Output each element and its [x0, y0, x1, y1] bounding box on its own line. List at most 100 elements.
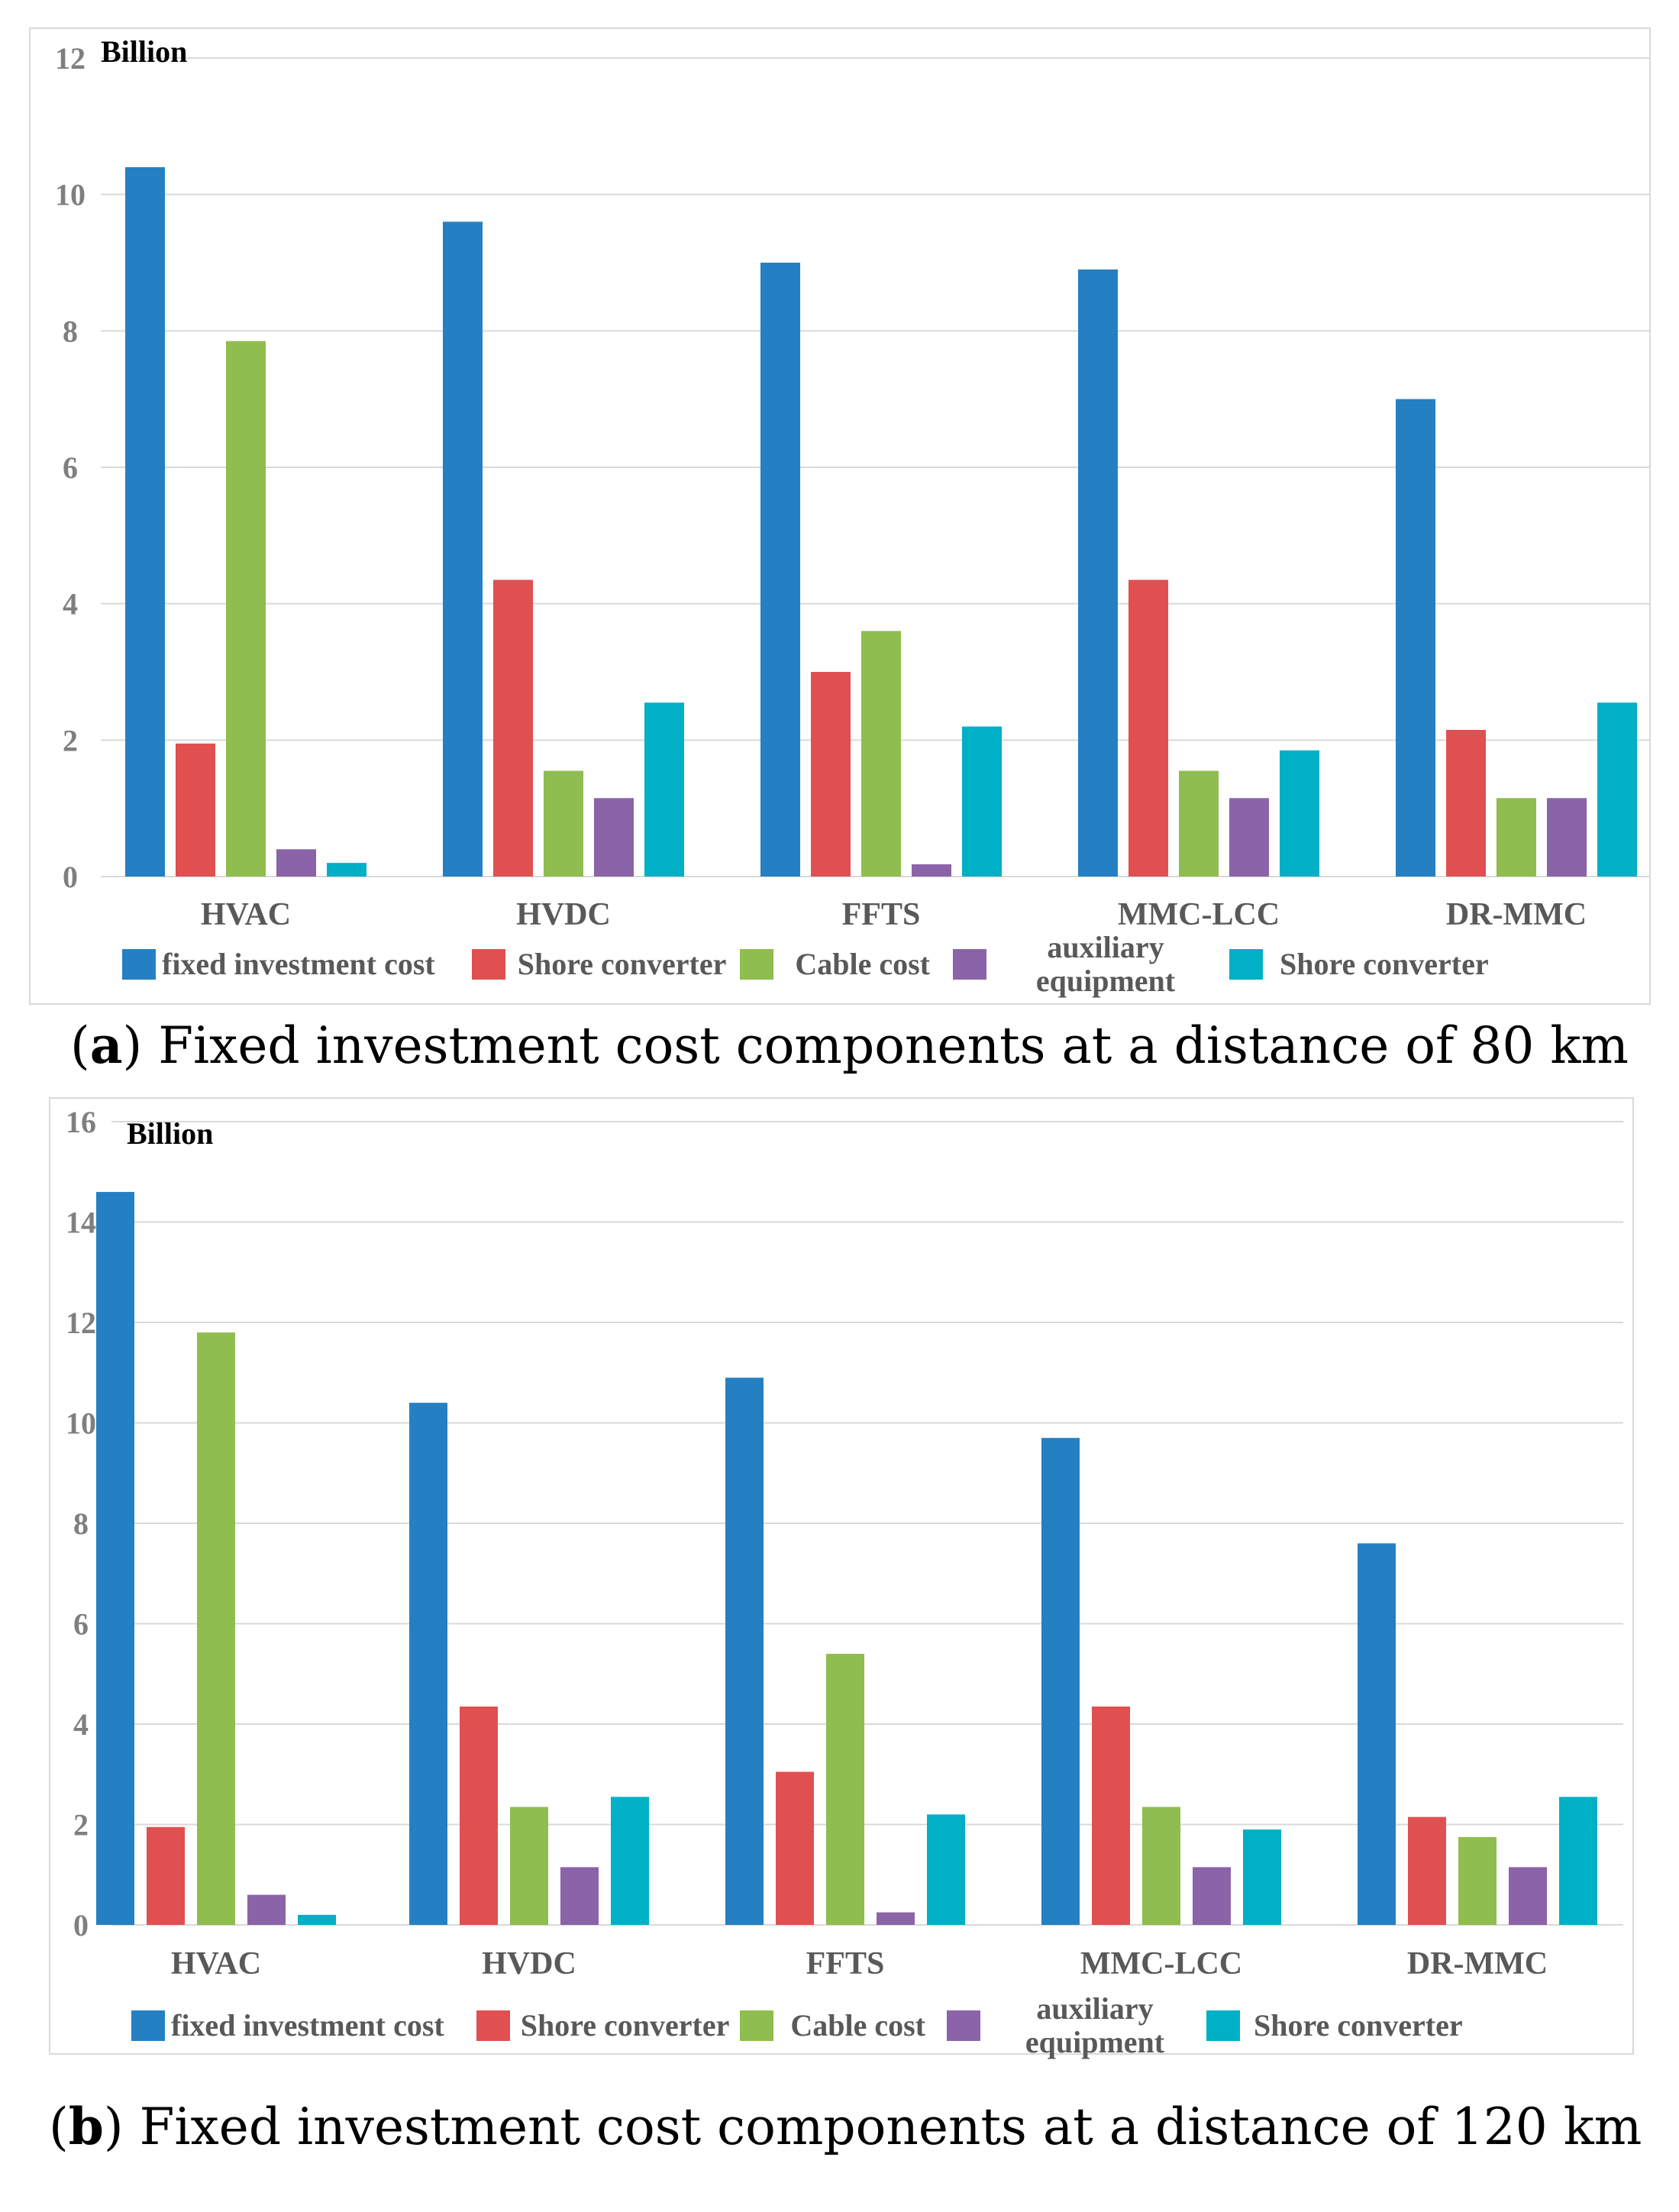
- bar-hvac-series-2: [147, 1826, 185, 1925]
- y-tick-label: 16: [66, 1105, 96, 1139]
- legend-label: Shore converter: [1253, 2008, 1463, 2042]
- bar-hvdc-series-4: [560, 1867, 599, 1925]
- bar-mmc-lcc-series-3: [1142, 1807, 1180, 1925]
- bar-mmc-lcc-series-3: [1179, 770, 1219, 877]
- legend-swatch: [471, 949, 505, 980]
- bar-dr-mmc-series-2: [1408, 1816, 1446, 1925]
- legend-item-auxiliary-equipment: auxiliary equipment: [952, 930, 1190, 998]
- legend-swatch: [1206, 2010, 1240, 2041]
- bar-dr-mmc-series-3: [1497, 798, 1536, 877]
- bar-hvdc-series-1: [443, 221, 483, 877]
- legend-label: auxiliary equipment: [1035, 930, 1176, 998]
- legend-label: fixed investment cost: [162, 947, 435, 981]
- legend-label: Cable cost: [790, 2008, 925, 2042]
- y-tick-label: 6: [63, 450, 78, 485]
- legend-item-shore-converter-2: Shore converter: [1206, 2009, 1463, 2042]
- y-tick-label: 10: [66, 1406, 96, 1441]
- legend-swatch: [952, 949, 986, 980]
- legend-item-cable-cost: Cable cost: [740, 2009, 925, 2042]
- bar-ffts-series-3: [861, 631, 901, 877]
- bar-mmc-lcc-series-1: [1041, 1438, 1080, 1925]
- legend-label: Cable cost: [795, 947, 930, 981]
- chart-b-plot: 0 2 4 6 8 10 12 14 16 HVAC HVDC FFTS MMC-LCC DR-MMC: [66, 1105, 1623, 1981]
- bar-hvac-series-4: [276, 849, 316, 877]
- caption-b-letter: b: [68, 2097, 104, 2156]
- chart-a-legend: fixed investment cost Shore converter Ca…: [122, 931, 1489, 998]
- legend-label: auxiliary equipment: [1025, 1991, 1165, 2059]
- y-tick-label: 12: [66, 1306, 96, 1340]
- legend-label: Shore converter: [520, 2008, 730, 2042]
- legend-item-cable-cost: Cable cost: [740, 948, 930, 981]
- legend-item-shore-converter-2: Shore converter: [1229, 948, 1489, 981]
- legend-label: fixed investment cost: [171, 2008, 444, 2042]
- bar-ffts-series-5: [927, 1814, 965, 1925]
- legend-item-shore-converter: Shore converter: [471, 947, 727, 981]
- y-tick-label: 14: [66, 1206, 96, 1240]
- legend-item-shore-converter: Shore converter: [476, 2008, 730, 2042]
- legend-swatch: [122, 949, 156, 980]
- chart-b-unit-label: Billion: [127, 1116, 214, 1151]
- chart-a-plot: 0 2 4 6 8 10 12 HVAC HVDC FFTS MMC-LCC DR-MMC: [55, 41, 1649, 932]
- y-tick-label: 0: [73, 1908, 89, 1942]
- x-category-label: HVAC: [201, 897, 291, 932]
- bar-hvdc-series-3: [510, 1807, 548, 1925]
- y-tick-label: 12: [55, 41, 86, 76]
- chart-a-unit-label: Billion: [101, 34, 188, 69]
- bar-ffts-series-4: [877, 1912, 915, 1925]
- bar-hvac-series-1: [96, 1192, 134, 1925]
- bar-hvdc-series-3: [544, 770, 583, 877]
- bar-mmc-lcc-series-1: [1078, 269, 1118, 877]
- y-tick-label: 4: [63, 587, 78, 622]
- bar-ffts-series-2: [776, 1771, 814, 1925]
- legend-swatch: [131, 2010, 165, 2041]
- bar-hvac-series-3: [197, 1332, 235, 1925]
- caption-a: (a) Fixed investment cost components at …: [70, 1016, 1629, 1075]
- chart-b-legend: fixed investment cost Shore converter Ca…: [131, 1992, 1463, 2059]
- bar-mmc-lcc-series-2: [1092, 1706, 1130, 1925]
- bar-hvdc-series-5: [611, 1797, 649, 1925]
- legend-item-auxiliary-equipment: auxiliary equipment: [946, 1991, 1179, 2059]
- y-tick-label: 6: [73, 1607, 89, 1642]
- bar-hvac-series-2: [176, 743, 215, 877]
- legend-swatch: [740, 949, 774, 980]
- y-tick-label: 2: [63, 723, 78, 757]
- bar-hvac-series-5: [327, 863, 366, 877]
- bar-dr-mmc-series-1: [1358, 1543, 1396, 1925]
- bar-hvdc-series-2: [493, 580, 533, 877]
- bar-ffts-series-1: [725, 1377, 764, 1925]
- bar-dr-mmc-series-3: [1458, 1836, 1497, 1925]
- x-category-label: HVDC: [482, 1946, 576, 1981]
- legend-item-fixed-investment-cost: fixed investment cost: [131, 2009, 444, 2042]
- y-tick-label: 8: [73, 1506, 89, 1541]
- bar-dr-mmc-series-4: [1509, 1867, 1547, 1925]
- legend-label: Shore converter: [517, 947, 727, 981]
- x-category-label: DR-MMC: [1407, 1946, 1548, 1981]
- legend-swatch: [476, 2010, 510, 2041]
- y-tick-label: 2: [73, 1808, 89, 1842]
- x-category-label: FFTS: [806, 1946, 885, 1981]
- bar-hvac-series-3: [226, 341, 266, 877]
- bar-hvdc-series-1: [409, 1403, 447, 1925]
- bar-hvdc-series-4: [594, 798, 634, 877]
- bar-dr-mmc-series-1: [1396, 399, 1435, 877]
- caption-b: (b) Fixed investment cost components at …: [49, 2097, 1642, 2156]
- bar-mmc-lcc-series-4: [1229, 798, 1269, 877]
- bar-hvac-series-1: [125, 166, 165, 877]
- x-category-label: FFTS: [842, 897, 921, 932]
- bar-ffts-series-1: [760, 263, 800, 877]
- x-category-label: DR-MMC: [1446, 897, 1587, 932]
- bar-hvac-series-4: [247, 1894, 286, 1925]
- x-category-label: MMC-LCC: [1118, 897, 1280, 932]
- legend-label: Shore converter: [1279, 947, 1489, 981]
- chart-panel-b: 0 2 4 6 8 10 12 14 16 HVAC HVDC FFTS MMC-LCC DR-MMC B…: [49, 1097, 1634, 2059]
- bar-mmc-lcc-series-5: [1243, 1829, 1281, 1925]
- y-tick-label: 0: [63, 860, 78, 894]
- legend-swatch: [946, 2010, 980, 2041]
- bar-dr-mmc-series-2: [1446, 729, 1486, 877]
- bar-ffts-series-5: [962, 726, 1002, 877]
- bar-mmc-lcc-series-2: [1128, 580, 1168, 877]
- bar-ffts-series-2: [811, 672, 851, 877]
- legend-swatch: [1229, 949, 1263, 980]
- x-category-label: HVAC: [171, 1946, 261, 1981]
- caption-b-text: Fixed investment cost components at a di…: [139, 2097, 1642, 2156]
